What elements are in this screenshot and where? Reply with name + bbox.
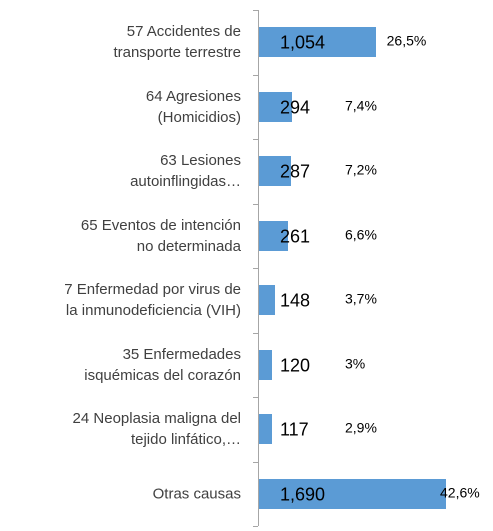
- axis-tick: [253, 526, 258, 527]
- value-label: 287: [280, 161, 311, 182]
- axis-tick: [253, 461, 258, 463]
- value-label: 1,054: [280, 32, 326, 53]
- category-label: 57 Accidentes de transporte terrestre: [113, 23, 241, 62]
- category-label: 65 Eventos de intención no determinada: [80, 216, 241, 255]
- percentage-label: 26,5%: [386, 32, 427, 49]
- bar: [259, 478, 446, 509]
- category-label: 7 Enfermedad por virus de la inmunodefic…: [64, 281, 241, 320]
- category-label: 24 Neoplasia maligna del tejido linfátic…: [72, 410, 241, 449]
- axis-tick: [253, 397, 258, 398]
- axis-tick: [253, 74, 258, 76]
- bar: [259, 156, 291, 187]
- percentage-label: 42,6%: [440, 484, 480, 501]
- percentage-label: 7,4%: [345, 97, 377, 114]
- bar: [259, 285, 276, 316]
- axis-tick: [253, 203, 258, 205]
- bar: [259, 91, 292, 122]
- category-label: 64 Agresiones (Homicidios): [145, 87, 241, 126]
- percentage-label: 7,2%: [345, 161, 377, 178]
- value-label: 120: [280, 355, 311, 376]
- category-label: 63 Lesiones autoinflingidas…: [130, 152, 241, 191]
- bar: [259, 220, 288, 251]
- bar: [259, 27, 376, 58]
- percentage-label: 3%: [345, 355, 366, 372]
- bar: [259, 349, 273, 380]
- y-axis: [258, 10, 259, 526]
- category-label: Otras causas: [152, 485, 241, 503]
- axis-tick: [253, 10, 258, 11]
- axis-tick: [253, 268, 258, 269]
- value-label: 1,690: [280, 484, 326, 505]
- bar: [259, 414, 272, 445]
- axis-tick: [253, 332, 258, 334]
- category-label: 35 Enfermedades isquémicas del corazón: [84, 345, 241, 384]
- percentage-label: 3,7%: [345, 290, 377, 307]
- value-label: 148: [280, 290, 311, 311]
- axis-tick: [253, 139, 258, 140]
- value-label: 294: [280, 97, 311, 118]
- value-label: 117: [280, 419, 309, 440]
- value-label: 261: [280, 226, 311, 247]
- percentage-label: 6,6%: [345, 226, 377, 243]
- percentage-label: 2,9%: [345, 419, 377, 436]
